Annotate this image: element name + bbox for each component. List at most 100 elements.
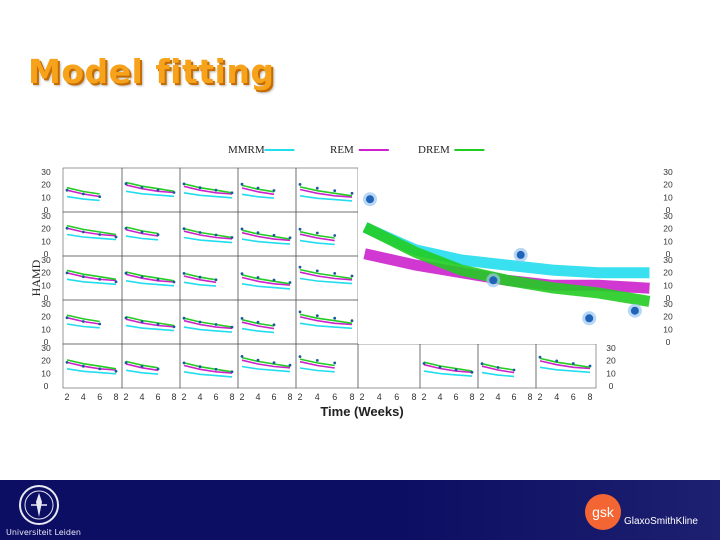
panel-point [315, 231, 319, 235]
panel-line-mmrm [66, 233, 117, 241]
panel [240, 227, 292, 245]
y-tick-label-right: 10 [663, 324, 673, 334]
legend: MMRM REM DREM [228, 144, 485, 156]
panel-point [140, 365, 144, 368]
panel-point [272, 189, 276, 192]
panel-frame [121, 255, 181, 301]
panel-line-drem [241, 356, 291, 368]
panel-point [422, 362, 426, 365]
panel-point [65, 226, 69, 230]
panel-point [114, 369, 118, 373]
y-tick-label: 10 [41, 280, 51, 290]
panel-line-mmrm [125, 190, 175, 198]
x-tick-label: 8 [527, 392, 532, 402]
legend-label-mmrm: MMRM [228, 144, 265, 156]
x-tick-label: 2 [239, 392, 244, 402]
panel-line-rem [241, 187, 275, 196]
panel-point [350, 274, 354, 278]
panel [65, 186, 102, 202]
panel-point [198, 275, 202, 279]
x-tick-label: 2 [181, 392, 186, 402]
panel [182, 316, 234, 333]
panel-point [470, 370, 474, 374]
panel-line-rem [183, 185, 233, 195]
x-tick-label: 4 [139, 392, 144, 402]
panel-point [156, 233, 160, 237]
panel-point [350, 191, 354, 195]
x-tick-label: 2 [297, 392, 302, 402]
panel-line-drem [299, 313, 353, 325]
panel-point [298, 310, 302, 314]
y-tick-label: 10 [41, 192, 51, 202]
x-tick-label: 4 [377, 392, 382, 402]
panel-point [496, 366, 500, 369]
panel-line-drem [299, 358, 335, 367]
y-tick-label: 30 [41, 299, 51, 309]
panel-point [315, 186, 319, 190]
panel-point [172, 280, 176, 284]
panel-point [81, 192, 85, 196]
panel-point [240, 227, 244, 231]
panel-line-rem [299, 233, 335, 242]
panel [65, 359, 118, 375]
panel-point [298, 355, 302, 358]
panel-line-drem [299, 268, 353, 280]
panel-point [333, 361, 337, 365]
y-tick-label: 30 [41, 211, 51, 221]
panel [480, 362, 516, 378]
x-tick-label: 8 [587, 392, 592, 402]
panel-line-mmrm [299, 367, 335, 373]
y-tick-label-right: 30 [606, 343, 616, 353]
panel-point [81, 320, 85, 323]
panel-line-rem [481, 365, 515, 374]
panel-line-mmrm [539, 366, 591, 374]
panel-frame [357, 343, 421, 389]
x-tick-label: 4 [255, 392, 260, 402]
panel-point [230, 191, 234, 195]
panel-point [182, 272, 186, 275]
y-tick-label: 10 [41, 324, 51, 334]
x-tick-label: 8 [469, 392, 474, 402]
y-tick-label-right: 0 [666, 249, 671, 259]
slide-title: Model fitting [28, 52, 275, 91]
y-tick-label: 10 [41, 368, 51, 378]
panel-line-drem [125, 271, 175, 282]
panel-frame [295, 211, 359, 257]
x-tick-label: 2 [479, 392, 484, 402]
panel-frame [237, 299, 297, 345]
panel-point [256, 320, 260, 324]
panel-point [65, 271, 69, 275]
x-tick-label: 6 [394, 392, 399, 402]
y-tick-label: 20 [41, 224, 51, 234]
panel-line-mmrm [125, 235, 159, 241]
x-tick-label: 2 [123, 392, 128, 402]
panel [298, 355, 337, 373]
panel-line-mmrm [183, 371, 233, 378]
panel-line-rem [299, 360, 335, 369]
panel-point [65, 316, 69, 320]
zoom-background [358, 168, 658, 344]
panel [240, 272, 292, 290]
panel-point [214, 278, 218, 282]
panel-point [124, 271, 128, 275]
panel [124, 315, 176, 332]
panel-point [288, 363, 292, 367]
zoom-point [366, 195, 374, 204]
panel-point [98, 367, 102, 371]
panel-point [298, 227, 302, 231]
panel-line-mmrm [125, 324, 175, 332]
panel-line-mmrm [481, 371, 515, 378]
panel [65, 269, 118, 286]
y-tick-label: 10 [41, 236, 51, 246]
y-tick-label-right: 10 [663, 192, 673, 202]
panel [182, 182, 234, 199]
panel-line-rem [183, 364, 233, 374]
panel-line-rem [241, 231, 291, 242]
x-tick-label: 4 [197, 392, 202, 402]
panel-point [114, 235, 118, 239]
panel-point [315, 359, 319, 362]
x-tick-label: 8 [411, 392, 416, 402]
panel-point [256, 231, 260, 235]
panel-point [240, 317, 244, 320]
panel-point [256, 358, 260, 362]
